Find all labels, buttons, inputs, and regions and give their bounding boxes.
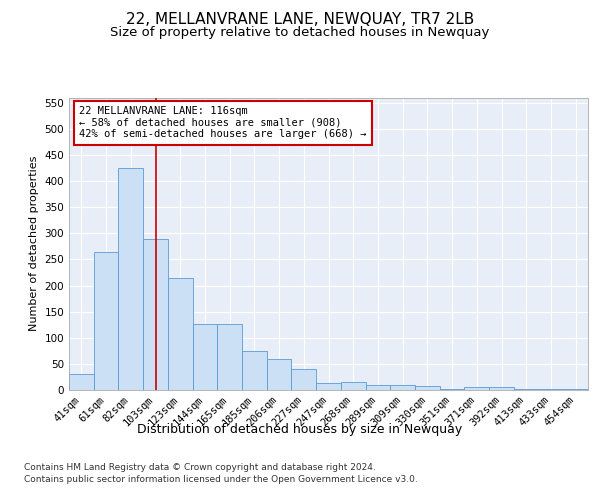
Bar: [539, 389, 563, 390]
Text: Distribution of detached houses by size in Newquay: Distribution of detached houses by size …: [137, 422, 463, 436]
Bar: [341, 382, 365, 390]
Bar: [514, 389, 539, 390]
Y-axis label: Number of detached properties: Number of detached properties: [29, 156, 39, 332]
Text: Contains HM Land Registry data © Crown copyright and database right 2024.: Contains HM Land Registry data © Crown c…: [24, 462, 376, 471]
Text: 22, MELLANVRANE LANE, NEWQUAY, TR7 2LB: 22, MELLANVRANE LANE, NEWQUAY, TR7 2LB: [126, 12, 474, 28]
Bar: [316, 383, 341, 390]
Bar: [292, 369, 316, 390]
Text: Contains public sector information licensed under the Open Government Licence v3: Contains public sector information licen…: [24, 475, 418, 484]
Bar: [69, 374, 94, 390]
Bar: [365, 385, 390, 390]
Bar: [217, 324, 242, 390]
Bar: [563, 389, 588, 390]
Bar: [118, 168, 143, 390]
Bar: [464, 388, 489, 390]
Text: Size of property relative to detached houses in Newquay: Size of property relative to detached ho…: [110, 26, 490, 39]
Bar: [242, 351, 267, 390]
Bar: [390, 385, 415, 390]
Bar: [267, 358, 292, 390]
Bar: [168, 278, 193, 390]
Bar: [94, 252, 118, 390]
Bar: [440, 389, 464, 390]
Bar: [143, 238, 168, 390]
Text: 22 MELLANVRANE LANE: 116sqm
← 58% of detached houses are smaller (908)
42% of se: 22 MELLANVRANE LANE: 116sqm ← 58% of det…: [79, 106, 367, 140]
Bar: [489, 388, 514, 390]
Bar: [415, 386, 440, 390]
Bar: [193, 324, 217, 390]
